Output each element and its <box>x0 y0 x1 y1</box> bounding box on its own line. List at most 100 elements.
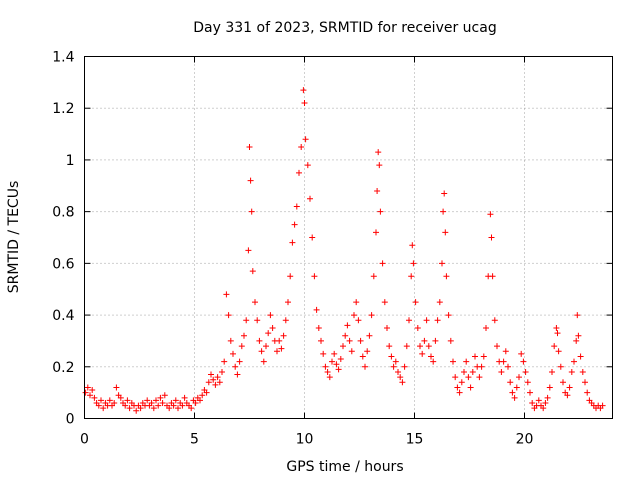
data-point-marker <box>480 353 487 360</box>
data-point-marker <box>442 229 449 236</box>
data-point-marker <box>267 312 274 319</box>
data-point-marker <box>212 381 219 388</box>
data-point-marker <box>599 402 606 409</box>
data-point-marker <box>489 273 496 280</box>
data-point-marker <box>232 363 239 370</box>
data-point-marker <box>254 317 261 324</box>
y-tick-label: 0 <box>66 412 75 428</box>
data-point-marker <box>476 374 483 381</box>
data-point-marker <box>216 379 223 386</box>
data-point-marker <box>155 402 162 409</box>
data-point-marker <box>166 405 173 412</box>
data-point-marker <box>245 247 252 254</box>
data-point-marker <box>296 169 302 176</box>
data-point-marker <box>428 353 434 360</box>
x-tick-label: 20 <box>516 432 534 448</box>
data-point-marker <box>252 299 258 306</box>
data-point-marker <box>487 211 494 218</box>
data-point-marker <box>577 353 584 360</box>
data-point-marker <box>313 306 320 313</box>
data-point-marker <box>223 291 230 298</box>
data-point-marker <box>549 368 555 375</box>
data-point-marker <box>374 187 381 194</box>
data-point-marker <box>344 322 351 329</box>
data-point-marker <box>106 397 113 404</box>
data-point-marker <box>170 402 177 409</box>
data-point-marker <box>351 312 357 319</box>
data-point-marker <box>84 384 91 391</box>
data-point-marker <box>560 379 566 386</box>
data-point-marker <box>221 358 228 365</box>
data-point-marker <box>307 195 313 202</box>
x-axis-label: GPS time / hours <box>286 459 403 475</box>
data-point-marker <box>300 87 307 94</box>
data-point-marker <box>161 392 168 399</box>
data-point-marker <box>568 368 575 375</box>
data-point-marker <box>456 389 463 396</box>
y-tick-label: 0.2 <box>52 360 74 376</box>
data-point-marker <box>505 363 511 370</box>
data-point-marker <box>98 397 104 404</box>
data-point-marker <box>87 392 93 399</box>
data-point-marker <box>450 358 456 365</box>
data-point-marker <box>346 337 353 344</box>
data-point-marker <box>355 317 362 324</box>
data-point-marker <box>249 268 256 275</box>
data-point-marker <box>210 376 217 383</box>
data-point-marker <box>324 368 331 375</box>
data-point-marker <box>157 394 164 401</box>
data-point-marker <box>263 343 269 350</box>
data-point-marker <box>432 337 439 344</box>
data-point-marker <box>280 332 287 339</box>
data-point-marker <box>513 384 520 391</box>
data-point-marker <box>520 358 527 365</box>
data-point-marker <box>452 374 459 381</box>
data-point-marker <box>522 368 529 375</box>
data-point-marker <box>397 374 404 381</box>
chart-title: Day 331 of 2023, SRMTID for receiver uca… <box>193 20 496 36</box>
data-point-marker <box>91 394 98 401</box>
data-point-marker <box>409 242 416 249</box>
data-point-marker <box>181 394 188 401</box>
data-point-marker <box>551 343 558 350</box>
data-point-marker <box>205 379 212 386</box>
data-point-marker <box>390 363 397 370</box>
y-tick-label: 1.4 <box>52 50 74 66</box>
data-point-marker <box>100 405 107 412</box>
data-point-marker <box>483 325 489 331</box>
data-point-marker <box>304 162 311 169</box>
data-point-marker <box>322 363 329 370</box>
y-tick-label: 1.2 <box>52 101 74 117</box>
data-point-marker <box>516 374 522 381</box>
data-point-marker <box>524 379 531 386</box>
data-point-marker <box>554 330 561 337</box>
data-point-marker <box>542 399 549 406</box>
data-point-marker <box>301 100 308 107</box>
data-point-marker <box>574 312 581 319</box>
data-point-marker <box>133 407 140 414</box>
data-point-marker <box>518 350 525 357</box>
data-point-marker <box>399 379 406 386</box>
data-point-marker <box>137 405 144 412</box>
data-point-marker <box>293 203 300 210</box>
data-point-marker <box>333 361 340 368</box>
data-point-marker <box>311 273 318 280</box>
data-point-marker <box>285 299 291 306</box>
data-point-marker <box>276 337 283 344</box>
data-point-marker <box>153 397 159 404</box>
data-point-marker <box>417 343 423 350</box>
data-point-marker <box>571 358 577 365</box>
data-point-marker <box>441 190 448 197</box>
data-point-marker <box>368 312 375 319</box>
data-point-marker <box>340 343 346 350</box>
data-point-marker <box>494 343 500 350</box>
data-point-marker <box>366 332 373 339</box>
data-point-marker <box>557 363 564 370</box>
data-point-marker <box>241 332 247 339</box>
data-point-marker <box>348 348 355 355</box>
data-point-marker <box>89 387 96 394</box>
data-point-marker <box>469 368 476 375</box>
data-point-marker <box>265 330 272 337</box>
data-point-marker <box>111 399 118 406</box>
data-point-marker <box>357 337 364 344</box>
